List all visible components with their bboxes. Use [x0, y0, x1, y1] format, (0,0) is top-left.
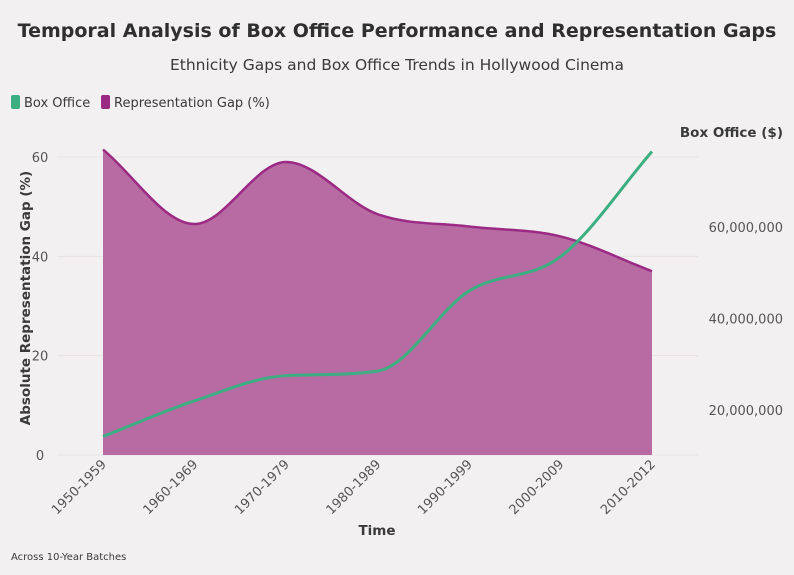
legend: Box Office Representation Gap (%)	[11, 95, 270, 111]
x-tick-label: 1960-1969	[141, 457, 202, 518]
chart-subtitle: Ethnicity Gaps and Box Office Trends in …	[170, 56, 624, 74]
right-tick-label: 60,000,000	[709, 221, 783, 236]
left-tick-label: 40	[32, 250, 49, 265]
legend-swatch-box-office	[11, 95, 20, 109]
x-tick-label: 1990-1999	[415, 457, 476, 518]
right-tick-label: 40,000,000	[709, 313, 783, 328]
x-axis-title: Time	[358, 523, 395, 539]
x-tick-label: 2010-2012	[598, 457, 659, 518]
left-tick-label: 60	[32, 151, 49, 166]
legend-swatch-representation-gap	[101, 95, 110, 109]
left-tick-label: 0	[36, 449, 44, 464]
legend-label-representation-gap[interactable]: Representation Gap (%)	[114, 96, 270, 111]
right-axis-title: Box Office ($)	[680, 125, 783, 141]
chart-title: Temporal Analysis of Box Office Performa…	[18, 20, 777, 42]
left-axis-ticks: 0 20 40 60	[32, 151, 49, 464]
left-tick-label: 20	[32, 350, 49, 365]
x-tick-label: 1950-1959	[49, 457, 110, 518]
x-tick-label: 1970-1979	[232, 457, 293, 518]
legend-label-box-office[interactable]: Box Office	[24, 96, 90, 111]
x-tick-label: 1980-1989	[324, 457, 385, 518]
left-axis-title: Absolute Representation Gap (%)	[18, 171, 34, 425]
representation-gap-line	[102, 148, 653, 273]
box-office-line	[102, 150, 654, 438]
x-axis-ticks: 1950-1959 1960-1969 1970-1979 1980-1989 1990…	[49, 457, 659, 518]
right-axis-ticks: 20,000,000 40,000,000 60,000,000	[709, 221, 783, 419]
footnote: Across 10-Year Batches	[11, 552, 126, 563]
representation-gap-area	[103, 149, 652, 456]
x-tick-label: 2000-2009	[507, 457, 568, 518]
right-tick-label: 20,000,000	[709, 404, 783, 419]
